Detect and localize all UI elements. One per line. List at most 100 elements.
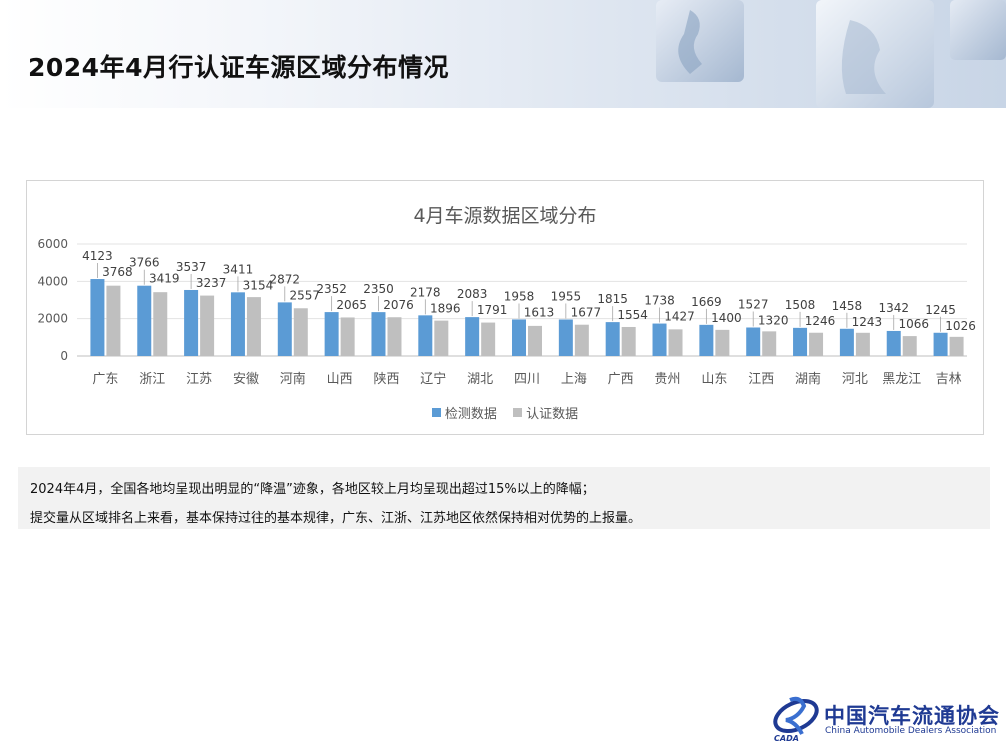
- bar-inspect: [839, 328, 854, 356]
- data-label-certify: 1320: [758, 313, 789, 327]
- bar-certify: [481, 322, 496, 356]
- x-tick-label: 陕西: [373, 372, 399, 387]
- summary-note: 2024年4月，全国各地均呈现出明显的“降温”迹象，各地区较上月均呈现出超过15…: [18, 467, 990, 529]
- bar-inspect: [933, 332, 948, 356]
- data-label-certify: 3154: [243, 278, 274, 292]
- header-band: [0, 0, 1006, 108]
- data-label-inspect: 1245: [925, 303, 956, 317]
- bar-inspect: [465, 317, 480, 356]
- bar-certify: [902, 336, 917, 356]
- org-name-cn: 中国汽车流通协会: [824, 703, 1000, 728]
- bar-inspect: [184, 289, 199, 356]
- note-line-2: 提交量从区域排名上来看，基本保持过往的基本规律，广东、江浙、江苏地区依然保持相对…: [30, 511, 642, 526]
- bar-certify: [762, 331, 777, 356]
- x-tick-label: 黑龙江: [882, 372, 921, 387]
- bar-certify: [715, 329, 730, 356]
- data-label-certify: 1554: [617, 308, 648, 322]
- data-label-certify: 1246: [805, 314, 836, 328]
- data-label-certify: 1400: [711, 311, 742, 325]
- data-label-certify: 2065: [336, 298, 367, 312]
- data-label-inspect: 1458: [832, 299, 863, 313]
- data-label-inspect: 2178: [410, 285, 441, 299]
- bar-inspect: [605, 322, 620, 356]
- page-title: 2024年4月行认证车源区域分布情况: [28, 53, 449, 82]
- bar-chart: 0 2000 4000 6000 4123 3768 广东 3766 3419 浙江 3537 323…: [37, 237, 976, 387]
- legend-item-inspect: 检测数据: [431, 403, 497, 422]
- x-tick-label: 吉林: [936, 372, 962, 387]
- bar-inspect: [652, 323, 667, 356]
- header-decoration: [656, 0, 1006, 108]
- bar-certify: [387, 317, 402, 356]
- data-label-certify: 2557: [290, 288, 321, 302]
- data-label-inspect: 3537: [176, 260, 207, 274]
- data-label-inspect: 2350: [363, 282, 394, 296]
- y-tick-label: 4000: [37, 274, 68, 288]
- org-logo: CADA 中国汽车流通协会 China Automobile Dealers A…: [770, 692, 1002, 748]
- x-tick-label: 辽宁: [420, 371, 446, 387]
- bar-inspect: [371, 312, 386, 356]
- bar-certify: [621, 326, 636, 356]
- data-label-certify: 3768: [102, 265, 133, 279]
- bar-certify: [106, 285, 121, 356]
- org-name-en: China Automobile Dealers Association: [825, 726, 997, 736]
- data-label-inspect: 1508: [785, 298, 816, 312]
- legend-swatch-inspect: [431, 408, 441, 417]
- bar-certify: [434, 320, 449, 356]
- bar-certify: [200, 295, 215, 356]
- data-label-certify: 1896: [430, 301, 461, 315]
- x-tick-label: 山西: [327, 372, 353, 387]
- bar-certify: [668, 329, 683, 356]
- data-label-certify: 2076: [383, 298, 414, 312]
- chart-legend: 检测数据 认证数据: [27, 403, 983, 422]
- data-label-inspect: 1958: [504, 289, 535, 303]
- data-label-inspect: 1955: [551, 290, 582, 304]
- chart-container: 4月车源数据区域分布 0 2000 4000 6000 4123 3768 广东 3766 34…: [26, 180, 984, 435]
- x-tick-label: 湖南: [795, 371, 821, 387]
- chart-title: 4月车源数据区域分布: [413, 205, 597, 227]
- data-label-inspect: 2872: [270, 272, 301, 286]
- y-tick-label: 6000: [37, 237, 68, 251]
- x-tick-label: 湖北: [467, 372, 493, 387]
- x-tick-label: 安徽: [233, 372, 259, 387]
- data-label-certify: 1026: [945, 319, 976, 333]
- legend-item-certify: 认证数据: [513, 403, 578, 422]
- bar-certify: [855, 332, 870, 356]
- data-label-certify: 1791: [477, 303, 508, 317]
- bar-inspect: [699, 324, 714, 356]
- bar-inspect: [418, 315, 433, 356]
- logo-abbreviation: CADA: [774, 734, 799, 743]
- data-label-inspect: 1342: [878, 301, 909, 315]
- note-line-1: 2024年4月，全国各地均呈现出明显的“降温”迹象，各地区较上月均呈现出超过15…: [30, 482, 595, 497]
- bar-inspect: [746, 327, 761, 356]
- bar-certify: [809, 332, 824, 356]
- x-tick-label: 江西: [748, 372, 774, 387]
- bar-inspect: [324, 312, 339, 356]
- legend-swatch-certify: [513, 408, 523, 417]
- bar-inspect: [277, 302, 292, 356]
- data-label-certify: 3419: [149, 272, 180, 286]
- x-tick-label: 河南: [280, 371, 306, 387]
- data-label-certify: 1243: [852, 315, 883, 329]
- bar-inspect: [230, 292, 245, 356]
- x-tick-label: 山东: [701, 372, 727, 387]
- data-label-inspect: 1738: [644, 294, 675, 308]
- x-tick-label: 四川: [514, 372, 540, 387]
- bar-certify: [153, 292, 168, 356]
- y-tick-label: 0: [60, 349, 68, 363]
- bar-certify: [574, 324, 589, 356]
- data-label-inspect: 3411: [223, 262, 254, 276]
- legend-label-certify: 认证数据: [526, 407, 579, 422]
- data-label-inspect: 1669: [691, 295, 722, 309]
- data-label-inspect: 1527: [738, 297, 769, 311]
- cada-logo-icon: [773, 696, 819, 735]
- bar-certify: [340, 317, 355, 356]
- x-tick-label: 广东: [92, 372, 118, 387]
- data-label-certify: 1066: [898, 317, 929, 331]
- bar-inspect: [886, 330, 901, 356]
- bar-inspect: [512, 319, 526, 356]
- bar-certify: [246, 297, 261, 356]
- x-tick-label: 广西: [608, 372, 634, 387]
- x-tick-label: 贵州: [655, 372, 681, 387]
- x-tick-label: 河北: [842, 372, 868, 387]
- bar-certify: [949, 336, 964, 356]
